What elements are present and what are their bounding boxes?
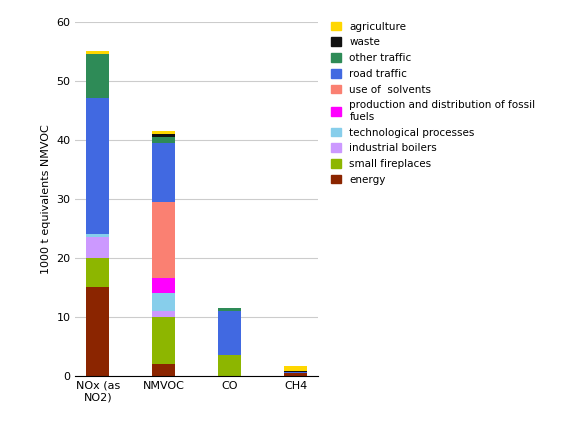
Bar (152, 134, 175, 137)
Bar (152, 202, 175, 279)
Bar (86, 51, 109, 54)
Bar (86, 234, 109, 237)
Bar (152, 131, 175, 134)
Bar (86, 98, 109, 234)
Bar (218, 308, 241, 311)
Bar (152, 137, 175, 143)
Bar (284, 373, 307, 376)
Bar (152, 143, 175, 202)
Bar (86, 287, 109, 376)
Bar (152, 293, 175, 311)
Bar (218, 311, 241, 355)
Bar (152, 311, 175, 317)
Bar (152, 317, 175, 364)
Bar (86, 54, 109, 98)
Bar (284, 366, 307, 371)
Bar (284, 372, 307, 373)
Bar (86, 237, 109, 258)
Bar (86, 258, 109, 287)
Bar (218, 355, 241, 376)
Bar (152, 279, 175, 293)
Bar (152, 364, 175, 376)
Legend: agriculture, waste, other traffic, road traffic, use of  solvents, production an: agriculture, waste, other traffic, road … (331, 22, 536, 185)
Y-axis label: 1000 t equivalents NMVOC: 1000 t equivalents NMVOC (41, 124, 51, 273)
Bar (284, 371, 307, 372)
